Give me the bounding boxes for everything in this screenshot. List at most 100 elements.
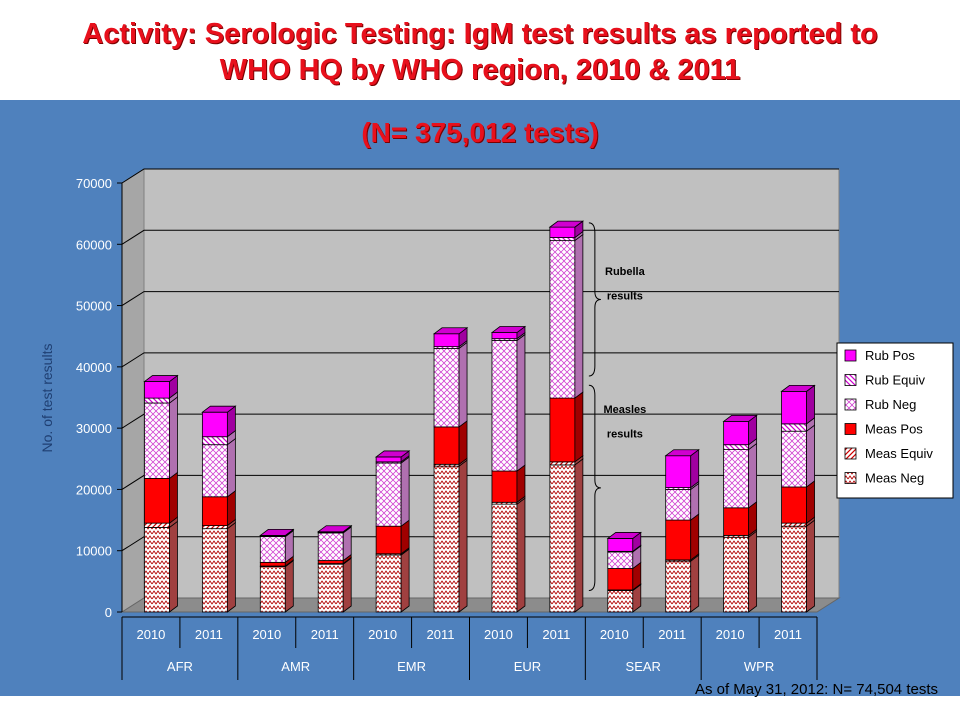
footnote: As of May 31, 2012: N= 74,504 tests bbox=[694, 681, 938, 698]
bar-segment bbox=[607, 538, 634, 552]
bar-segment-side bbox=[342, 557, 352, 613]
legend-entry: Meas Pos bbox=[865, 422, 923, 437]
bar-segment bbox=[781, 486, 807, 524]
legend-entry: Rub Neg bbox=[865, 397, 916, 412]
bar-top bbox=[201, 405, 237, 413]
measles-brace bbox=[588, 384, 601, 592]
y-axis-label: No. of test results bbox=[39, 344, 55, 453]
bar-segment bbox=[144, 522, 170, 528]
bar-segment bbox=[607, 590, 634, 613]
bar-segment-side bbox=[226, 437, 236, 498]
legend-swatch bbox=[844, 374, 857, 386]
bar-top bbox=[374, 450, 411, 458]
bar-segment bbox=[144, 397, 170, 404]
bar-top bbox=[606, 532, 642, 539]
bar-segment bbox=[723, 421, 750, 446]
bar-segment-side bbox=[400, 456, 410, 528]
x-tick-label: 2010 bbox=[136, 627, 165, 642]
bar-segment bbox=[665, 560, 692, 613]
bar-segment-side bbox=[690, 513, 700, 561]
bar-top bbox=[664, 449, 700, 457]
chart-subtitle: (N= 375,012 tests) bbox=[361, 117, 599, 148]
bar-segment bbox=[607, 551, 634, 569]
y-axis: 0 10000 20000 30000 40000 50000 60000 70000 No. … bbox=[39, 176, 123, 620]
bar-segment-side bbox=[516, 497, 526, 613]
bar-segment-side bbox=[748, 442, 758, 509]
bar-segment-side bbox=[806, 480, 815, 524]
bar-segment bbox=[491, 332, 518, 340]
bar-segment bbox=[433, 333, 460, 348]
bar-segment bbox=[201, 436, 228, 446]
bar-segment-side bbox=[516, 333, 526, 472]
bar-segment bbox=[607, 568, 634, 591]
legend-swatch bbox=[844, 447, 857, 460]
bar-segment bbox=[433, 348, 460, 428]
bar-segment bbox=[665, 519, 692, 561]
bar-top bbox=[317, 525, 353, 533]
x-tick-label: 2011 bbox=[658, 627, 686, 642]
bar-segment bbox=[317, 532, 344, 561]
bar-segment bbox=[144, 527, 170, 613]
legend-entry: Rub Equiv bbox=[865, 373, 925, 388]
y-tick-label: 10000 bbox=[76, 544, 112, 559]
y-tick-label: 50000 bbox=[76, 299, 112, 314]
gridline bbox=[121, 291, 839, 306]
gridlines bbox=[121, 168, 839, 552]
bar-segment bbox=[317, 563, 344, 613]
bar-segment-side bbox=[574, 458, 584, 613]
bar-segment-side bbox=[806, 424, 815, 488]
bar-segment bbox=[201, 528, 228, 613]
plot-floor bbox=[120, 597, 841, 613]
bar-segment bbox=[375, 525, 402, 555]
legend-entry: Meas Equiv bbox=[865, 446, 933, 461]
bar-segment bbox=[549, 461, 576, 466]
bar-segment bbox=[781, 525, 807, 613]
bar-segment bbox=[549, 240, 576, 399]
bar-segment bbox=[433, 465, 460, 613]
legend-entry: Meas Neg bbox=[865, 471, 924, 486]
y-tick-label: 0 bbox=[105, 605, 112, 620]
annotation-label: Measles bbox=[603, 404, 646, 416]
bar-segment bbox=[201, 444, 228, 498]
bar-segment-side bbox=[458, 459, 468, 613]
bar-segment bbox=[201, 496, 228, 526]
bar-segment bbox=[317, 560, 344, 564]
x-group-label: SEAR bbox=[626, 659, 661, 674]
x-group-label: AFR bbox=[167, 659, 193, 674]
annotations: Rubella results Measles results bbox=[588, 222, 646, 592]
x-tick-label: 2011 bbox=[542, 627, 570, 642]
bar-segment bbox=[723, 507, 750, 536]
gridline bbox=[121, 413, 839, 429]
legend-swatch bbox=[844, 472, 857, 484]
x-group-label: EMR bbox=[397, 659, 426, 674]
gridline bbox=[121, 474, 839, 490]
bar-segment bbox=[549, 397, 576, 463]
bar-segment bbox=[491, 470, 518, 503]
bar-segment bbox=[201, 525, 228, 530]
bar-segment bbox=[723, 536, 750, 613]
x-axis: 2010 2011 2010 2011 2010 2011 2010 2011 2010 2011… bbox=[121, 616, 818, 680]
x-group-label: WPR bbox=[744, 659, 774, 674]
bar-segment-side bbox=[169, 520, 178, 613]
gridline bbox=[121, 536, 839, 552]
bar-segment bbox=[781, 522, 807, 527]
bar-segment bbox=[491, 340, 518, 472]
bar-segment bbox=[491, 503, 518, 613]
x-tick-label: 2010 bbox=[368, 627, 397, 642]
bar-segment-side bbox=[458, 420, 468, 466]
x-group-label: EUR bbox=[514, 659, 541, 674]
bar-segment bbox=[665, 455, 692, 488]
bar-segment-side bbox=[400, 548, 410, 613]
bar-top bbox=[490, 326, 527, 333]
bar-segment-side bbox=[748, 530, 758, 613]
y-tick-label: 30000 bbox=[76, 421, 112, 436]
bar-segment-side bbox=[690, 554, 700, 613]
bar-segment bbox=[665, 489, 692, 521]
bar-segment-side bbox=[806, 384, 815, 425]
bar-segment bbox=[781, 430, 807, 488]
bar-top bbox=[143, 375, 179, 382]
x-tick-label: 2010 bbox=[600, 627, 629, 642]
bar-segment-side bbox=[690, 448, 700, 489]
bar-segment bbox=[375, 456, 402, 463]
